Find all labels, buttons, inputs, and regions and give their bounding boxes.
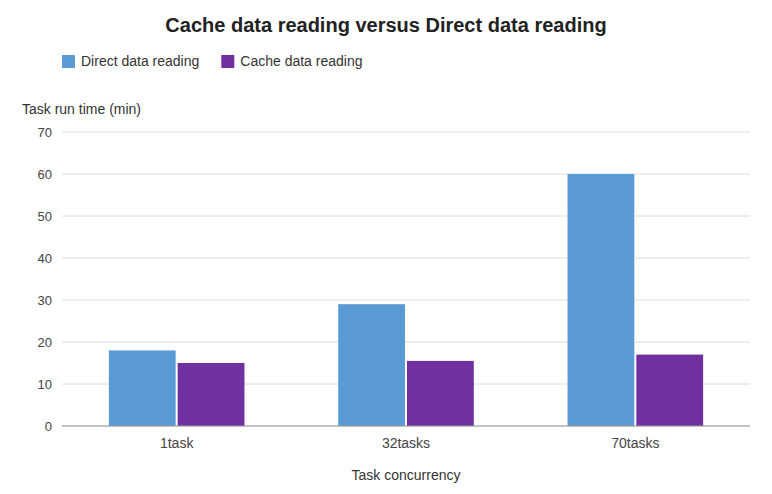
grid-line	[62, 426, 750, 427]
grid-line	[62, 132, 750, 133]
grid-line	[62, 216, 750, 217]
grid-line	[62, 258, 750, 259]
x-tick-label: 70tasks	[611, 435, 659, 451]
x-axis: 1task 32tasks 70tasks	[160, 435, 660, 451]
grid-line	[62, 342, 750, 343]
bar	[568, 174, 635, 426]
legend-swatch	[221, 55, 234, 68]
y-tick-label: 40	[38, 251, 52, 266]
legend: Direct data reading Cache data reading	[62, 53, 363, 69]
x-axis-line	[62, 426, 750, 427]
x-axis-label: Task concurrency	[352, 467, 461, 483]
series	[178, 355, 703, 426]
x-tick-label: 1task	[160, 435, 194, 451]
bar	[109, 350, 176, 426]
y-tick-label: 50	[38, 209, 52, 224]
y-tick-label: 70	[38, 125, 52, 140]
y-axis: 0 10 20 30 40 50 60 70	[38, 125, 52, 434]
y-tick-label: 60	[38, 167, 52, 182]
legend-label: Direct data reading	[81, 53, 199, 69]
legend-label: Cache data reading	[240, 53, 362, 69]
grid-line	[62, 300, 750, 301]
title: Cache data reading versus Direct data re…	[165, 14, 606, 36]
y-tick-label: 0	[45, 419, 52, 434]
bar	[407, 361, 474, 426]
y-tick-label: 10	[38, 377, 52, 392]
y-tick-label: 30	[38, 293, 52, 308]
bar	[178, 363, 245, 426]
legend-swatch	[62, 55, 75, 68]
series	[109, 174, 634, 426]
chart: Cache data reading versus Direct data re…	[0, 0, 772, 494]
grid	[62, 132, 750, 426]
legend-item: Direct data reading	[62, 53, 199, 69]
bars	[109, 174, 703, 426]
grid-line	[62, 174, 750, 175]
y-tick-label: 20	[38, 335, 52, 350]
y-axis-label: Task run time (min)	[22, 101, 141, 117]
chart-container: Cache data reading versus Direct data re…	[0, 0, 772, 494]
bar	[338, 304, 405, 426]
legend-item: Cache data reading	[221, 53, 362, 69]
bar	[636, 355, 703, 426]
x-tick-label: 32tasks	[382, 435, 430, 451]
